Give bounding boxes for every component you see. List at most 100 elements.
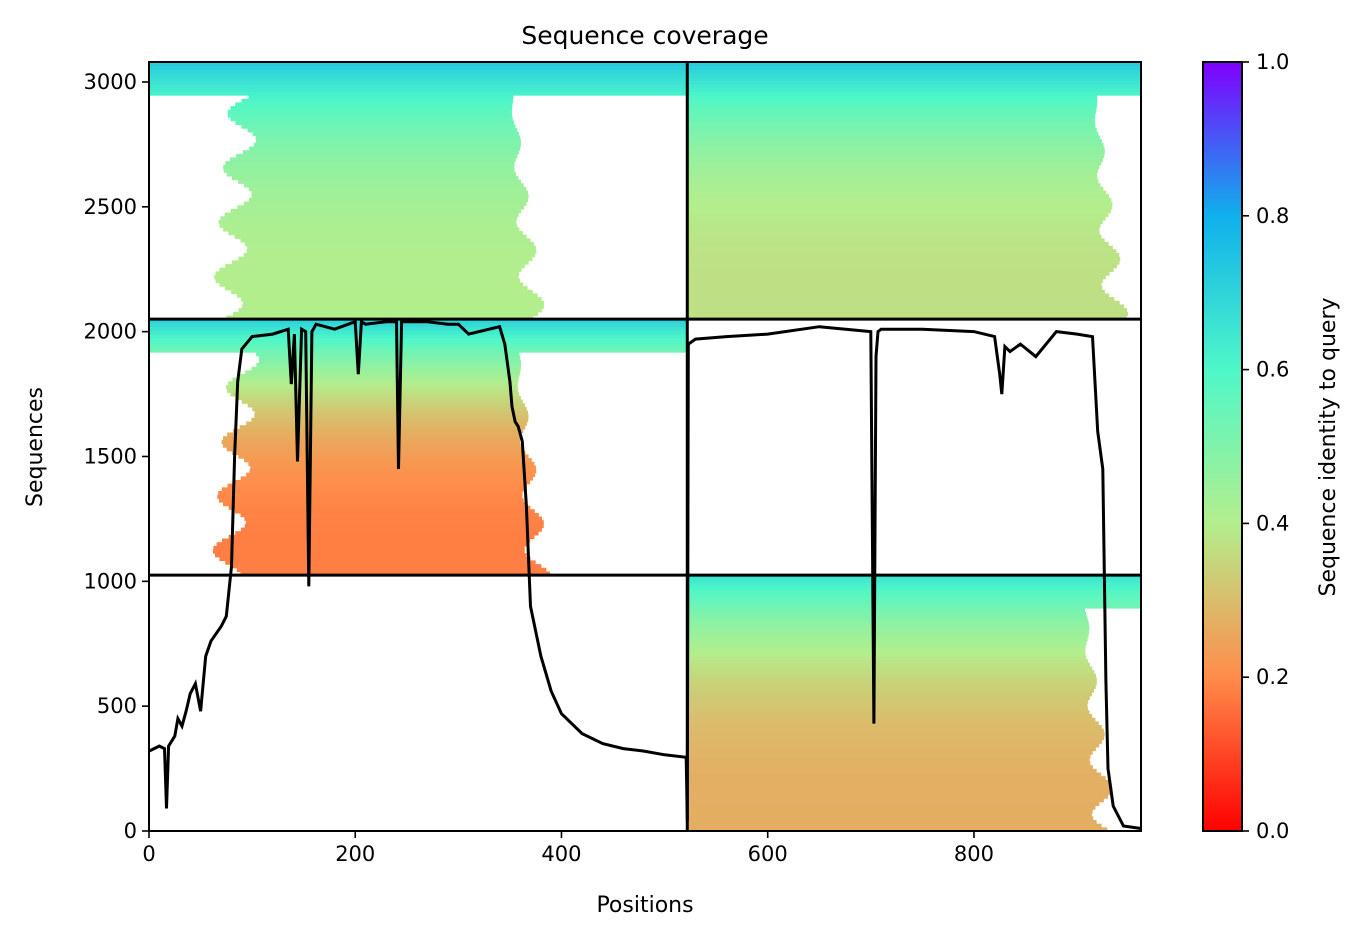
coverage-row xyxy=(251,417,529,423)
coverage-row xyxy=(222,443,521,448)
coverage-row xyxy=(258,359,521,364)
coverage-row xyxy=(687,69,1141,74)
coverage-row xyxy=(687,739,1103,744)
coverage-row xyxy=(687,681,1097,686)
coverage-row xyxy=(219,223,518,228)
coverage-row xyxy=(226,172,516,177)
coverage-row xyxy=(235,102,513,107)
coverage-row xyxy=(240,512,539,518)
coverage-row xyxy=(687,153,1105,159)
coverage-row xyxy=(687,304,1125,309)
coverage-row xyxy=(687,168,1099,173)
coverage-row xyxy=(687,73,1141,78)
coverage-row xyxy=(149,322,688,328)
coverage-row xyxy=(255,135,521,140)
coverage-row xyxy=(227,432,522,437)
coverage-row xyxy=(687,597,1141,602)
coverage-row xyxy=(687,87,1141,92)
coverage-row xyxy=(687,714,1093,719)
coverage-row xyxy=(219,267,522,273)
coverage-row xyxy=(218,498,524,503)
coverage-row xyxy=(687,76,1141,81)
y-tick-label: 3000 xyxy=(84,70,137,94)
coverage-row xyxy=(687,124,1096,129)
y-tick-label: 500 xyxy=(97,694,137,718)
coverage-row xyxy=(248,197,529,203)
coverage-row xyxy=(232,377,519,382)
coverage-row xyxy=(149,326,688,331)
coverage-row xyxy=(223,227,520,232)
coverage-row xyxy=(687,582,1141,587)
colorbar-tick-label: 0.0 xyxy=(1256,819,1289,843)
coverage-row xyxy=(248,95,514,100)
coverage-row xyxy=(224,212,519,217)
coverage-row xyxy=(687,618,1089,624)
x-tick-label: 200 xyxy=(335,842,375,866)
x-axis: 0 200 400 600 800 xyxy=(142,831,994,866)
coverage-row xyxy=(245,520,544,525)
coverage-row xyxy=(687,710,1090,715)
coverage-row xyxy=(245,370,521,375)
coverage-row xyxy=(232,428,524,434)
coverage-row xyxy=(687,282,1102,287)
coverage-row xyxy=(220,216,517,221)
coverage-row xyxy=(687,197,1112,203)
coverage-row xyxy=(223,501,527,507)
coverage-row xyxy=(687,249,1117,254)
coverage-row xyxy=(687,194,1110,199)
coverage-row xyxy=(687,728,1104,733)
coverage-row xyxy=(687,677,1097,682)
coverage-row xyxy=(687,91,1141,96)
coverage-row xyxy=(149,333,688,339)
coverage-row xyxy=(149,91,688,96)
coverage-row xyxy=(241,124,516,129)
coverage-row xyxy=(246,472,536,477)
coverage-row xyxy=(687,607,1086,613)
coverage-row xyxy=(687,311,1128,317)
coverage-row xyxy=(687,794,1109,799)
coverage-block-4 xyxy=(687,575,1141,832)
coverage-row xyxy=(687,589,1141,594)
coverage-row xyxy=(238,454,529,459)
coverage-row xyxy=(241,399,523,404)
coverage-row xyxy=(247,245,536,250)
coverage-row xyxy=(212,549,525,554)
coverage-row xyxy=(256,363,521,368)
coverage-row xyxy=(244,516,543,521)
coverage-row xyxy=(687,201,1113,206)
coverage-row xyxy=(687,293,1110,298)
coverage-row xyxy=(242,300,544,306)
coverage-row xyxy=(225,560,536,565)
coverage-row xyxy=(254,410,529,415)
coverage-row xyxy=(217,494,523,499)
coverage-row xyxy=(223,164,515,170)
coverage-row xyxy=(687,95,1098,100)
coverage-row xyxy=(687,750,1093,755)
coverage-row xyxy=(687,271,1110,276)
coverage-row xyxy=(687,315,1127,320)
coverage-row xyxy=(687,604,1141,609)
coverage-row xyxy=(687,648,1086,653)
colorbar-tick-label: 0.8 xyxy=(1256,204,1289,228)
coverage-row xyxy=(687,776,1106,781)
coverage-row xyxy=(687,615,1088,620)
coverage-row xyxy=(687,238,1105,243)
coverage-row xyxy=(687,779,1110,785)
coverage-row xyxy=(687,772,1102,777)
coverage-row xyxy=(687,227,1100,232)
coverage-row xyxy=(687,827,1108,832)
coverage-row xyxy=(687,706,1088,711)
coverage-row xyxy=(687,695,1090,700)
coverage-row xyxy=(687,783,1112,788)
coverage-row xyxy=(687,600,1141,605)
coverage-row xyxy=(240,238,531,243)
coverage-row xyxy=(242,304,544,309)
coverage-row xyxy=(687,264,1118,269)
coverage-row xyxy=(687,644,1086,649)
coverage-row xyxy=(227,381,518,386)
coverage-row xyxy=(253,142,521,148)
coverage-row xyxy=(218,490,523,496)
coverage-row xyxy=(149,69,688,74)
coverage-row xyxy=(687,128,1097,133)
coverage-row xyxy=(687,286,1103,291)
